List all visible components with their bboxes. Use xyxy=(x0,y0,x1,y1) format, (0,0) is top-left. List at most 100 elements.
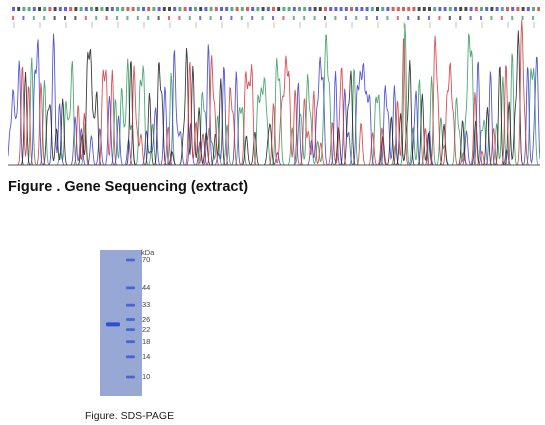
sequence-letter-mark xyxy=(209,16,212,20)
sequence-letter-mark xyxy=(84,7,88,11)
sequence-letter-mark xyxy=(12,7,15,11)
sequence-letter-mark xyxy=(454,7,457,11)
trace-peaks xyxy=(8,19,540,166)
sequence-letter-mark xyxy=(448,16,451,20)
sequence-letter-mark xyxy=(48,7,52,11)
sequence-letter-mark xyxy=(495,7,499,11)
sequence-letter-mark xyxy=(500,16,503,20)
sequence-letter-mark xyxy=(407,7,411,11)
sequence-letter-mark xyxy=(69,7,73,11)
sequence-letter-mark xyxy=(370,7,374,11)
sequence-letter-mark xyxy=(251,7,255,11)
sequence-letter-mark xyxy=(126,7,130,11)
sequence-letter-mark xyxy=(433,7,437,11)
sequence-letter-mark xyxy=(521,16,524,20)
sequence-letter-mark xyxy=(428,7,431,11)
sample-protein-band xyxy=(106,322,120,327)
sequence-letter-mark xyxy=(532,7,535,11)
sequence-letter-mark xyxy=(438,7,442,11)
sequence-letter-mark xyxy=(105,7,109,11)
sequence-letter-mark xyxy=(516,7,520,11)
sequence-letter-mark xyxy=(230,7,234,11)
sequence-letter-mark xyxy=(521,7,525,11)
sequence-letter-mark xyxy=(391,7,395,11)
sequence-letter-mark xyxy=(235,7,239,11)
sequence-letter-mark xyxy=(282,7,286,11)
sequence-letter-mark xyxy=(38,7,41,11)
sequence-letter-mark xyxy=(240,16,243,20)
sequence-letter-mark xyxy=(64,16,66,20)
sequence-letter-mark xyxy=(339,7,343,11)
sequence-letter-mark xyxy=(246,7,249,11)
sequencing-chromatogram xyxy=(8,7,540,166)
sequence-letter-mark xyxy=(116,7,119,11)
sequence-letter-mark xyxy=(261,7,265,11)
ladder-band-33 xyxy=(126,303,135,307)
sequence-letter-mark xyxy=(287,7,291,11)
sequence-letter-mark xyxy=(188,7,192,11)
sequence-letter-mark xyxy=(485,7,489,11)
sequence-letter-mark xyxy=(121,7,125,11)
sequence-letter-mark xyxy=(490,16,493,20)
sequence-letter-mark xyxy=(147,7,151,11)
sequence-letter-mark xyxy=(110,7,114,11)
sequence-letter-mark xyxy=(407,16,410,20)
sequence-letter-mark xyxy=(324,7,327,11)
marker-label-33: 33 xyxy=(142,300,151,310)
sequence-letter-mark xyxy=(532,16,534,20)
sequence-letter-mark xyxy=(365,16,368,20)
sequence-letter-mark xyxy=(168,16,170,20)
sequence-letter-mark xyxy=(178,16,181,20)
marker-label-44: 44 xyxy=(142,282,151,292)
sequence-letter-mark xyxy=(313,7,317,11)
sequence-letter-mark xyxy=(459,16,462,20)
sequence-letter-mark xyxy=(178,7,182,11)
sequence-letter-mark xyxy=(412,7,416,11)
sequence-letter-mark xyxy=(480,7,483,11)
sequence-letter-mark xyxy=(209,7,213,11)
sequence-letter-mark xyxy=(500,7,504,11)
sequence-letter-mark xyxy=(537,7,540,11)
sequence-letter-mark xyxy=(298,7,301,11)
sequence-letter-mark xyxy=(324,16,326,20)
sds-page-caption: Figure. SDS-PAGE xyxy=(85,410,175,422)
ladder-band-10 xyxy=(126,375,135,379)
sequence-letter-mark xyxy=(360,7,364,11)
sequence-letter-mark xyxy=(292,7,296,11)
sequence-letter-mark xyxy=(53,16,56,20)
sequence-letter-mark xyxy=(95,7,99,11)
sequence-letter-mark xyxy=(22,7,26,11)
sequence-letter-mark xyxy=(474,7,478,11)
sequence-letter-mark xyxy=(105,16,108,20)
sequence-letter-mark xyxy=(90,7,93,11)
sequence-letter-mark xyxy=(183,7,187,11)
sequence-letter-mark xyxy=(277,7,281,11)
base-position-ticks xyxy=(13,22,535,28)
sequence-letter-mark xyxy=(74,7,78,11)
sequence-letter-mark xyxy=(266,7,270,11)
sequence-letter-mark xyxy=(318,7,322,11)
sequence-letter-mark xyxy=(240,7,244,11)
sequence-letter-mark xyxy=(168,7,171,11)
ladder-band-70 xyxy=(126,258,135,262)
sequence-letter-mark xyxy=(95,16,98,20)
sequence-letter-mark xyxy=(469,16,472,20)
marker-label-26: 26 xyxy=(142,314,151,324)
marker-label-14: 14 xyxy=(142,351,151,361)
sequence-letter-mark xyxy=(251,16,254,20)
sequence-letter-mark xyxy=(100,7,104,11)
sequence-letter-mark xyxy=(526,7,530,11)
marker-ladder-bands xyxy=(126,258,135,379)
sequence-letter-mark xyxy=(490,7,494,11)
sequence-letter-mark xyxy=(417,16,420,20)
sequence-letter-mark xyxy=(214,7,218,11)
sequence-letter-mark xyxy=(204,7,208,11)
sequence-letter-mark xyxy=(126,16,129,20)
sequence-letter-mark xyxy=(464,7,468,11)
sequence-letter-mark xyxy=(402,7,405,11)
sequence-letter-mark xyxy=(199,7,203,11)
sequence-letter-mark xyxy=(53,7,57,11)
sequence-letter-mark xyxy=(84,16,87,20)
ladder-band-26 xyxy=(126,318,135,321)
sequence-letter-mark xyxy=(152,7,156,11)
